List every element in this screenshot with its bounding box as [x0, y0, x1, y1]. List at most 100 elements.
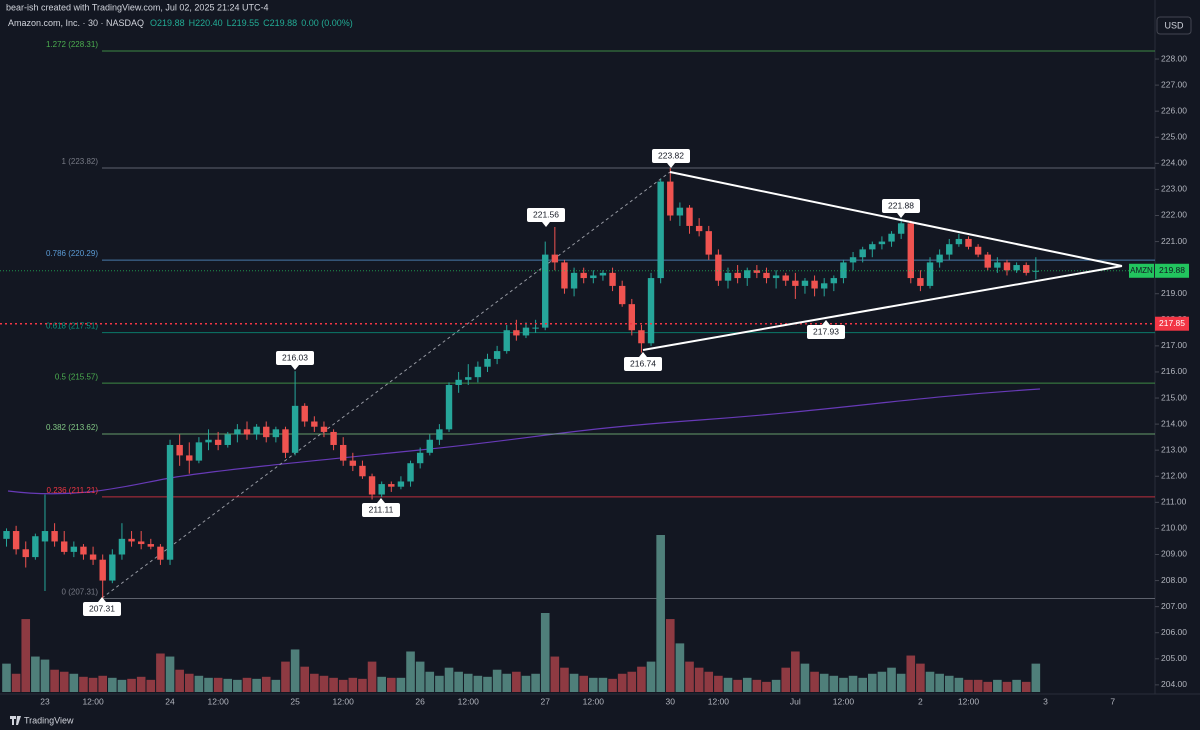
candle-body [378, 484, 385, 495]
volume-bar [492, 669, 502, 692]
candle-body [253, 426, 260, 435]
price-label: 223.82 [658, 150, 684, 160]
candle-body [657, 181, 664, 279]
candle-body [214, 439, 222, 445]
candle-body [907, 223, 914, 279]
y-tick-label: 205.00 [1161, 653, 1187, 663]
volume-bar [415, 661, 425, 692]
x-tick-label: 23 [40, 696, 50, 706]
fib-label: 1.272 (228.31) [46, 40, 98, 49]
volume-bar [685, 661, 694, 692]
plot: 204.00 205.00 206.00 207.00 208.00 209.00 210.… [0, 40, 1189, 706]
volume-bar [473, 675, 483, 692]
candle-body [618, 285, 626, 305]
ohlc-open: O219.88 [150, 18, 185, 28]
candle-body [186, 455, 193, 461]
candle-body [1023, 265, 1030, 273]
candle-body [445, 384, 453, 430]
candle-body [22, 549, 29, 558]
brand-logo [10, 716, 21, 725]
price-label-pointer [542, 222, 550, 227]
volume-bar [983, 681, 993, 692]
volume-bar [156, 653, 165, 692]
volume-bar [108, 677, 117, 692]
volume-bar [358, 678, 367, 692]
candle-body [320, 426, 328, 432]
candle-body [455, 379, 462, 385]
candle-body [465, 377, 472, 380]
candle-body [869, 244, 876, 250]
ohlc-change: 0.00 (0.00%) [301, 18, 353, 28]
volume-bar [800, 663, 810, 692]
volume-bar [184, 673, 194, 692]
volume-bar [771, 679, 781, 692]
y-tick-label: 227.00 [1161, 79, 1187, 89]
candle-body [205, 439, 212, 443]
fib-connector [101, 171, 671, 599]
volume-bar [252, 678, 261, 692]
volume-bar [204, 677, 213, 692]
volume-bar [223, 678, 233, 692]
volume-bar [877, 671, 887, 692]
candle-body [744, 270, 751, 279]
volume-bar [617, 673, 627, 692]
volume-bar [444, 667, 454, 692]
price-label-box [276, 351, 314, 365]
y-tick-label: 228.00 [1161, 53, 1187, 63]
y-tick-label: 222.00 [1161, 210, 1187, 220]
currency-label: USD [1164, 20, 1184, 30]
candle-body [570, 272, 578, 289]
candle-body [984, 254, 991, 268]
volume-bar [40, 659, 50, 692]
volume-bar [848, 675, 858, 692]
price-label: 217.93 [813, 326, 839, 336]
last-price-value: 219.88 [1159, 265, 1185, 275]
candle-body [51, 531, 58, 542]
volume-bar [627, 671, 637, 692]
candle-body [734, 272, 741, 279]
currency-button[interactable] [1156, 16, 1192, 35]
volume-bar [608, 678, 617, 692]
candle-body [89, 554, 97, 560]
volume-bar [742, 677, 752, 692]
marked-level-tag [1155, 316, 1189, 331]
price-label: 207.31 [89, 603, 115, 613]
volume-bar [31, 656, 40, 692]
price-label-box [83, 602, 121, 616]
instrument-legend: Amazon.com, Inc. · 30 · NASDAQ O219.88 H22… [8, 18, 353, 28]
y-tick-label: 226.00 [1161, 105, 1187, 115]
price-label: 221.56 [533, 209, 559, 219]
candle-body [753, 270, 761, 273]
candle-body [301, 405, 308, 422]
candle-body [994, 262, 1001, 268]
volume-bar [127, 678, 136, 692]
volume-bar [165, 656, 175, 692]
y-tick-label: 206.00 [1161, 627, 1187, 637]
candle-body [484, 358, 491, 367]
volume-bar [348, 677, 358, 692]
volume-bar [819, 673, 829, 692]
volume-bar [781, 667, 791, 692]
candle-body [41, 531, 49, 542]
volume-bar [752, 679, 762, 692]
candle-body [70, 546, 78, 552]
volume-bar [98, 675, 107, 692]
volume-bar [2, 663, 11, 692]
fib-label: 0.5 (215.57) [55, 372, 98, 381]
candle-body [311, 421, 318, 427]
symbol-tag [1129, 263, 1154, 278]
candle-body [513, 330, 520, 336]
volume-bar [589, 677, 598, 692]
fib-label: 0.618 (217.51) [46, 322, 98, 331]
candle-body [147, 544, 154, 547]
candle-body [243, 429, 251, 435]
price-label-box [624, 357, 662, 371]
volume-bar [310, 673, 319, 692]
candle-body [705, 231, 712, 255]
candle-body [590, 275, 597, 279]
volume-bar [50, 669, 59, 692]
candle-body [1003, 262, 1011, 271]
candle-body [99, 559, 106, 581]
